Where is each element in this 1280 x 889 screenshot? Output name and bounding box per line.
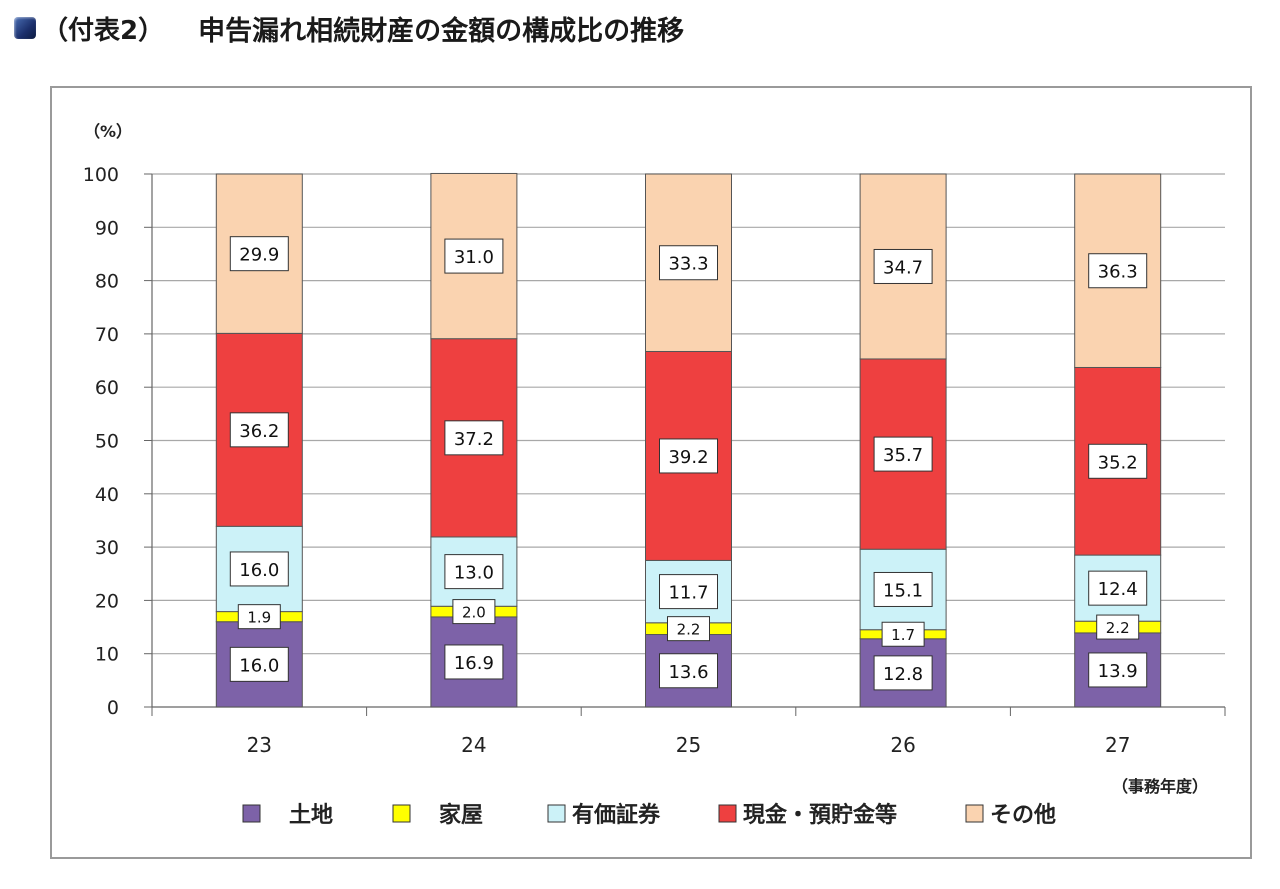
square-bullet-icon bbox=[14, 17, 36, 39]
legend-label: 現金・預貯金等 bbox=[743, 802, 897, 828]
table-number: （付表2） bbox=[42, 15, 165, 46]
y-tick-label: 20 bbox=[95, 590, 119, 612]
data-label: 37.2 bbox=[454, 429, 494, 450]
data-label: 29.9 bbox=[239, 245, 279, 266]
x-tick-label: 23 bbox=[247, 733, 272, 757]
data-label: 39.2 bbox=[668, 447, 708, 468]
data-label-box bbox=[444, 644, 504, 680]
y-tick-label: 90 bbox=[95, 217, 119, 239]
data-label: 1.7 bbox=[891, 626, 915, 644]
data-label-box bbox=[237, 604, 281, 630]
data-label: 12.8 bbox=[883, 664, 923, 685]
y-tick-label: 70 bbox=[95, 324, 119, 346]
data-label-box bbox=[667, 616, 710, 642]
data-label-box bbox=[452, 599, 496, 625]
legend-swatch bbox=[547, 804, 566, 823]
legend-label: 家屋 bbox=[439, 802, 483, 828]
data-label: 35.7 bbox=[883, 445, 923, 466]
data-label: 36.2 bbox=[239, 421, 279, 442]
data-label: 34.7 bbox=[883, 257, 923, 278]
data-label-box bbox=[444, 554, 504, 590]
data-label: 12.4 bbox=[1098, 579, 1138, 600]
data-label-box bbox=[873, 436, 933, 472]
data-label-box bbox=[1088, 570, 1148, 606]
data-label-box bbox=[229, 551, 289, 587]
legend-swatch bbox=[965, 804, 984, 823]
data-label: 15.1 bbox=[883, 580, 923, 601]
data-label-box bbox=[229, 412, 289, 448]
y-tick-label: 80 bbox=[95, 271, 119, 293]
data-label: 1.9 bbox=[247, 609, 271, 627]
data-label-box bbox=[444, 238, 504, 274]
y-tick-label: 0 bbox=[107, 697, 119, 719]
data-label-box bbox=[1088, 443, 1148, 479]
page-title: 申告漏れ相続財産の金額の構成比の推移 bbox=[198, 15, 685, 47]
data-label-box bbox=[659, 574, 718, 610]
data-label: 13.6 bbox=[668, 662, 708, 683]
data-label-box bbox=[1088, 253, 1148, 289]
data-label: 16.9 bbox=[454, 653, 494, 674]
data-label: 16.0 bbox=[239, 560, 279, 581]
legend-swatch bbox=[392, 804, 411, 823]
y-axis-label: （%） bbox=[84, 122, 132, 141]
data-label-box bbox=[659, 438, 718, 474]
data-label-box bbox=[881, 621, 925, 647]
data-label-box bbox=[659, 245, 718, 281]
data-label-box bbox=[229, 236, 289, 272]
data-label: 13.9 bbox=[1098, 661, 1138, 682]
y-tick-label: 100 bbox=[83, 164, 119, 186]
x-tick-label: 27 bbox=[1105, 733, 1130, 757]
data-label-box bbox=[873, 248, 933, 284]
x-axis-label: （事務年度） bbox=[1112, 777, 1208, 796]
data-label: 2.2 bbox=[1106, 619, 1130, 637]
data-label: 33.3 bbox=[668, 254, 708, 275]
data-label-box bbox=[873, 571, 933, 607]
y-tick-label: 30 bbox=[95, 537, 119, 559]
data-label: 36.3 bbox=[1098, 262, 1138, 283]
data-label: 11.7 bbox=[668, 583, 708, 604]
data-label-box bbox=[659, 653, 718, 689]
data-label: 16.0 bbox=[239, 655, 279, 676]
data-label: 2.0 bbox=[462, 604, 486, 622]
y-tick-label: 10 bbox=[95, 644, 119, 666]
data-label-box bbox=[444, 420, 504, 456]
legend-label: 有価証券 bbox=[572, 802, 661, 828]
legend-label: その他 bbox=[990, 803, 1056, 828]
data-label: 35.2 bbox=[1098, 452, 1138, 473]
data-label-box bbox=[1088, 652, 1148, 688]
data-label-box bbox=[229, 646, 289, 682]
x-tick-label: 26 bbox=[890, 733, 915, 757]
y-tick-label: 50 bbox=[95, 431, 119, 453]
y-tick-label: 40 bbox=[95, 484, 119, 506]
data-label: 2.2 bbox=[677, 621, 701, 639]
data-label-box bbox=[873, 655, 933, 691]
x-tick-label: 24 bbox=[461, 733, 486, 757]
data-label-box bbox=[1096, 614, 1140, 640]
x-tick-label: 25 bbox=[676, 733, 701, 757]
data-label: 31.0 bbox=[454, 247, 494, 268]
header: （付表2） 申告漏れ相続財産の金額の構成比の推移 bbox=[14, 8, 684, 48]
legend-swatch bbox=[242, 804, 261, 823]
data-label: 13.0 bbox=[454, 563, 494, 584]
y-tick-label: 60 bbox=[95, 377, 119, 399]
legend-swatch bbox=[718, 804, 737, 823]
legend-label: 土地 bbox=[289, 803, 333, 828]
